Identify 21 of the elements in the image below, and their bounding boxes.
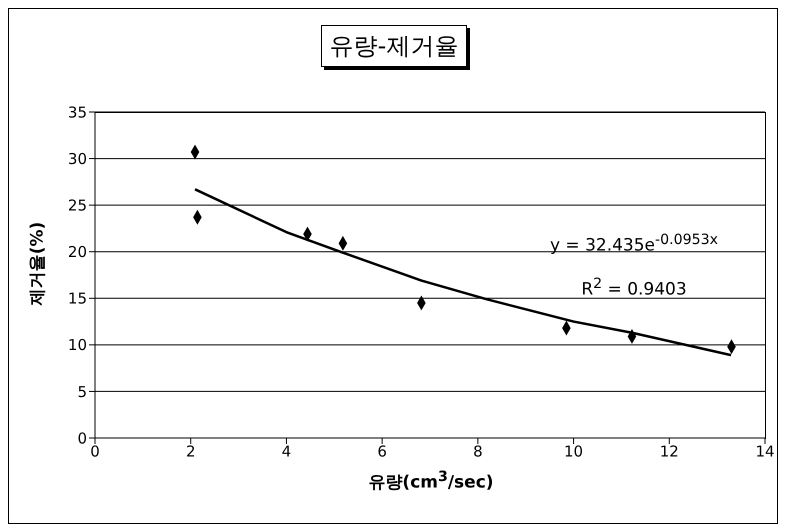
x-tick-label: 6	[377, 442, 387, 461]
x-tick-label: 8	[473, 442, 483, 461]
x-tick-label: 2	[186, 442, 196, 461]
y-tick-label: 15	[68, 290, 87, 308]
y-tick-label: 20	[68, 243, 87, 262]
y-tick-label: 35	[68, 103, 87, 122]
x-tick-label: 14	[755, 442, 775, 461]
y-axis-title: 제거율(%)	[26, 220, 48, 308]
x-axis-title: 유량(cm$^{3}$/sec)	[367, 469, 495, 494]
y-tick-label: 0	[77, 429, 87, 448]
y-tick-label: 5	[77, 382, 87, 401]
x-tick-label: 0	[90, 442, 100, 461]
annotation: R$^{2}$ = 0.9403	[580, 274, 688, 302]
y-tick-label: 25	[68, 196, 87, 214]
x-tick-label: 12	[660, 442, 679, 461]
x-tick-label: 10	[564, 442, 584, 461]
y-tick-label: 10	[68, 336, 87, 354]
annotation: y = 32.435e$^{-0.0953x}$	[548, 231, 720, 258]
x-tick-label: 4	[282, 442, 292, 461]
chart-title: 유량-제거율	[320, 25, 468, 67]
y-tick-label: 30	[68, 150, 87, 168]
